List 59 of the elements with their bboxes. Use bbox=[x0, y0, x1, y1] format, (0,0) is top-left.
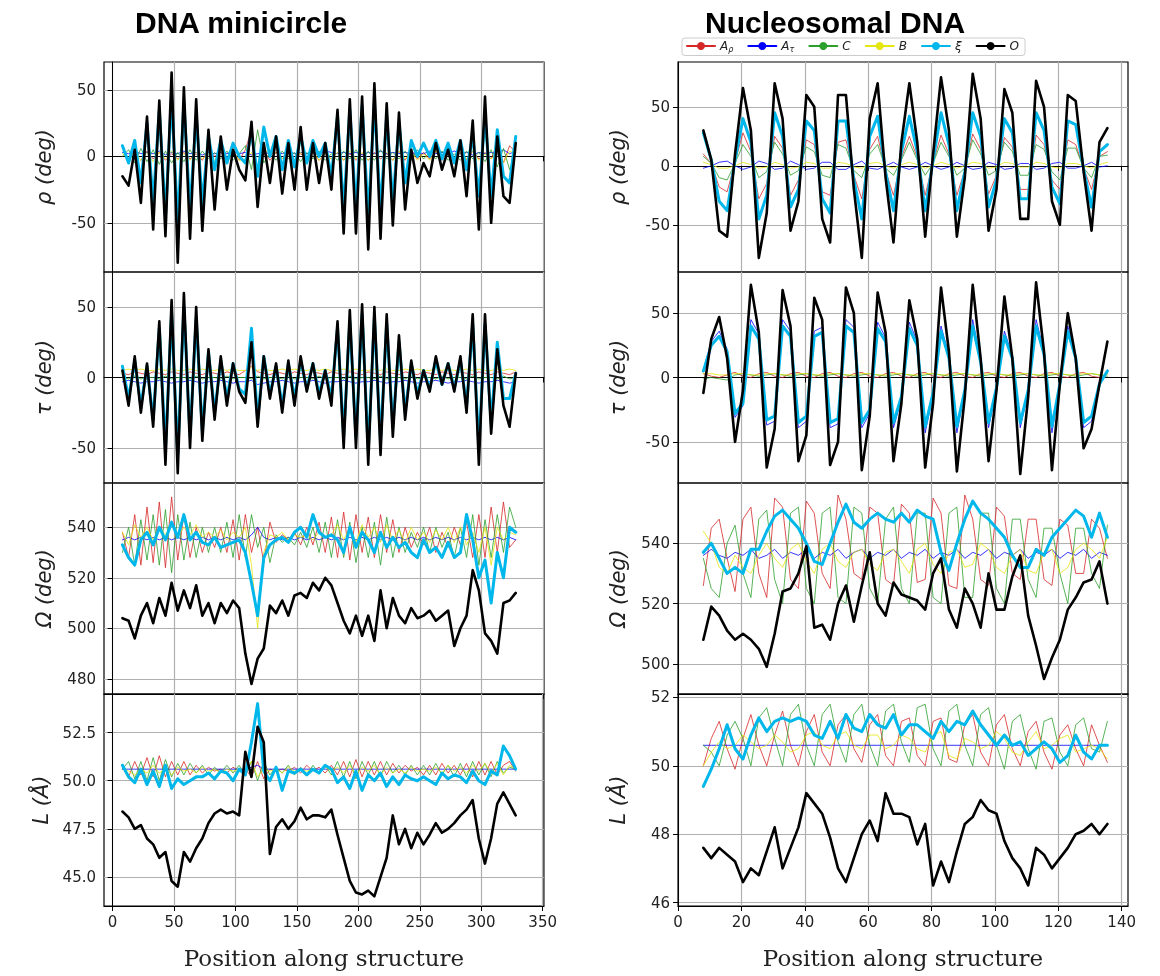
x-tick-label: 40 bbox=[795, 912, 815, 931]
y-tick-label: 500 bbox=[641, 654, 670, 673]
y-tick-label: 540 bbox=[67, 518, 96, 537]
x-tick-label: 200 bbox=[344, 912, 373, 931]
y-tick-label: 50 bbox=[650, 304, 670, 323]
y-tick-label: 500 bbox=[67, 619, 96, 638]
x-tick-label: 80 bbox=[921, 912, 942, 931]
y-tick-label: 0 bbox=[86, 368, 96, 387]
x-tick-label: 100 bbox=[221, 912, 250, 931]
y-axis-title: τ (deg) bbox=[31, 339, 56, 416]
x-tick-label: 350 bbox=[528, 912, 558, 931]
legend-label: C bbox=[842, 39, 852, 53]
y-tick-label: 47.5 bbox=[62, 819, 96, 838]
y-tick-label: 0 bbox=[660, 368, 670, 387]
y-tick-label: -50 bbox=[645, 432, 670, 451]
y-axis-title: Ω (deg) bbox=[605, 549, 630, 629]
x-tick-label: 100 bbox=[980, 912, 1010, 931]
chart-title: DNA minicircle bbox=[135, 5, 348, 39]
y-axis-title: ρ (deg) bbox=[31, 129, 56, 205]
x-axis-title: Position along structure bbox=[183, 944, 465, 971]
y-tick-label: 52.5 bbox=[62, 723, 96, 742]
y-tick-label: 48 bbox=[650, 825, 670, 844]
x-tick-label: 60 bbox=[858, 912, 878, 931]
x-tick-label: 50 bbox=[164, 912, 184, 931]
x-tick-label: 0 bbox=[107, 912, 118, 931]
legend-label: O bbox=[1009, 39, 1020, 53]
y-tick-label: 50 bbox=[76, 80, 96, 99]
x-tick-label: 150 bbox=[282, 912, 312, 931]
y-tick-label: 0 bbox=[86, 147, 96, 166]
y-tick-label: -50 bbox=[71, 438, 96, 457]
y-tick-label: 520 bbox=[67, 568, 96, 587]
y-axis-title: Ω (deg) bbox=[31, 549, 56, 629]
x-tick-label: 250 bbox=[405, 912, 435, 931]
chart-title: Nucleosomal DNA bbox=[705, 5, 966, 39]
y-tick-label: 480 bbox=[67, 669, 96, 688]
y-tick-label: 0 bbox=[660, 156, 670, 175]
y-tick-label: 520 bbox=[641, 594, 670, 613]
y-tick-label: 540 bbox=[641, 534, 670, 553]
y-axis-title: L (Å) bbox=[603, 775, 630, 825]
y-tick-label: 52 bbox=[650, 688, 670, 707]
y-tick-label: 45.0 bbox=[62, 868, 96, 887]
legend-label: B bbox=[898, 39, 907, 53]
y-axis-title: L (Å) bbox=[27, 775, 54, 825]
x-tick-label: 0 bbox=[673, 912, 683, 931]
x-tick-label: 20 bbox=[731, 912, 751, 931]
x-tick-label: 120 bbox=[1043, 912, 1073, 931]
y-axis-title: ρ (deg) bbox=[605, 129, 630, 205]
y-tick-label: 50 bbox=[650, 97, 670, 116]
y-tick-label: 50 bbox=[650, 756, 670, 775]
y-tick-label: 46 bbox=[650, 893, 670, 912]
legend-label: ξ bbox=[953, 39, 962, 53]
y-tick-label: -50 bbox=[645, 215, 670, 234]
x-tick-label: 300 bbox=[466, 912, 496, 931]
y-axis-title: τ (deg) bbox=[605, 339, 630, 416]
x-axis-title: Position along structure bbox=[762, 944, 1044, 971]
y-tick-label: 50 bbox=[76, 298, 96, 317]
y-tick-label: -50 bbox=[71, 213, 96, 232]
x-tick-label: 140 bbox=[1107, 912, 1136, 931]
y-tick-label: 50.0 bbox=[62, 771, 96, 790]
